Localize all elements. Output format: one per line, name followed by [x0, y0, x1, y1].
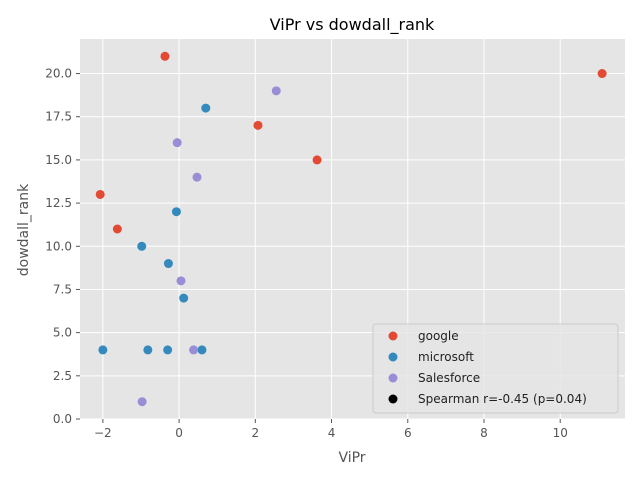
chart-title: ViPr vs dowdall_rank — [270, 15, 435, 35]
data-point-google — [112, 224, 122, 234]
data-point-microsoft — [179, 293, 189, 303]
data-point-microsoft — [201, 103, 211, 113]
data-point-microsoft — [197, 345, 207, 355]
legend-entry-spearman-label: Spearman r=-0.45 (p=0.04) — [418, 392, 587, 406]
legend-entry-microsoft-label: microsoft — [418, 350, 474, 364]
data-point-microsoft — [98, 345, 108, 355]
x-axis-ticks: −2 0 2 4 6 8 10 — [94, 419, 568, 440]
x-tick-label: 0 — [175, 426, 183, 440]
data-point-google — [253, 120, 263, 130]
x-tick-label: 10 — [553, 426, 568, 440]
legend-box — [372, 323, 619, 414]
data-points — [95, 51, 607, 407]
data-point-salesforce — [137, 397, 147, 407]
y-tick-label: 7.5 — [53, 282, 72, 296]
x-tick-label: 6 — [404, 426, 412, 440]
legend-entry-google-label: google — [418, 329, 459, 343]
data-point-google — [95, 189, 105, 199]
data-point-salesforce — [271, 86, 281, 96]
data-point-google — [597, 69, 607, 79]
data-point-microsoft — [163, 345, 173, 355]
y-tick-label: 0.0 — [53, 412, 72, 426]
legend-entry-salesforce-marker — [388, 373, 398, 383]
y-tick-label: 20.0 — [45, 67, 72, 81]
x-tick-label: 4 — [328, 426, 336, 440]
data-point-google — [312, 155, 322, 165]
x-tick-label: 2 — [251, 426, 259, 440]
x-axis-label: ViPr — [338, 450, 365, 466]
data-point-microsoft — [137, 241, 147, 251]
legend: google microsoft Salesforce Spearman r=-0.4… — [372, 323, 619, 414]
x-tick-label: 8 — [480, 426, 488, 440]
data-point-salesforce — [189, 345, 199, 355]
y-axis-label: dowdall_rank — [16, 183, 32, 276]
legend-entry-google-marker — [388, 331, 398, 341]
y-tick-label: 12.5 — [45, 196, 72, 210]
x-tick-label: −2 — [94, 426, 112, 440]
y-tick-label: 2.5 — [53, 369, 72, 383]
legend-entry-microsoft-marker — [388, 352, 398, 362]
y-tick-label: 17.5 — [45, 110, 72, 124]
y-tick-label: 5.0 — [53, 326, 72, 340]
data-point-salesforce — [172, 138, 182, 148]
data-point-salesforce — [176, 276, 186, 286]
data-point-microsoft — [163, 259, 173, 269]
legend-entry-salesforce-label: Salesforce — [418, 371, 480, 385]
data-point-salesforce — [192, 172, 202, 182]
legend-entry-spearman-marker — [388, 394, 398, 404]
data-point-google — [160, 51, 170, 61]
y-tick-label: 10.0 — [45, 239, 72, 253]
y-tick-label: 15.0 — [45, 153, 72, 167]
data-point-microsoft — [143, 345, 153, 355]
y-axis-ticks: 0.0 2.5 5.0 7.5 10.0 12.5 15.0 17.5 20.0 — [45, 67, 80, 426]
data-point-microsoft — [171, 207, 181, 217]
